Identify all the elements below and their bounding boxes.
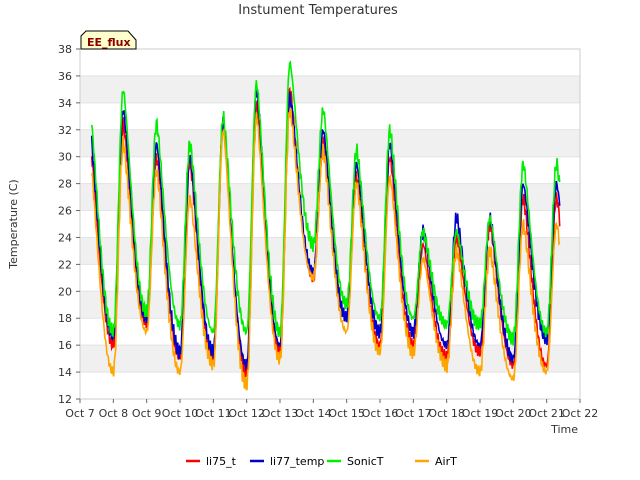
y-tick-label: 38 [58,43,72,56]
y-tick-label: 22 [58,258,72,271]
y-tick-label: 36 [58,70,72,83]
x-tick-label: Oct 13 [262,407,299,420]
plot-frame [79,48,581,400]
badge-box [80,30,137,50]
grid-band [80,75,580,103]
grid-band [80,129,580,157]
x-tick-label: Oct 17 [395,407,432,420]
legend-item-li75-t: li75_t [186,455,237,468]
x-tick-label: Oct 9 [132,407,162,420]
grid-band [80,237,580,265]
x-tick-label: Oct 11 [195,407,232,420]
legend: li75_t li77_temp SonicT AirT [186,455,457,468]
legend-label: SonicT [347,455,384,468]
y-tick-label: 28 [58,178,72,191]
x-tick-label: Oct 15 [328,407,365,420]
y-axis-title: Temperature (C) [7,179,20,269]
legend-label: li75_t [206,455,237,468]
x-tick-label: Oct 21 [528,407,565,420]
x-tick-label: Oct 18 [428,407,465,420]
x-tick-label: Oct 19 [462,407,499,420]
y-tick-label: 32 [58,124,72,137]
legend-item-airt: AirT [415,455,457,468]
x-tick-label: Oct 12 [228,407,265,420]
x-tick-label: Oct 16 [362,407,399,420]
x-tick-label: Oct 20 [495,407,532,420]
legend-item-li77-temp: li77_temp [250,455,324,468]
legend-item-sonict: SonicT [327,455,384,468]
ee-flux-badge: EE_flux [80,30,137,50]
y-axis-ticks: 12 14 16 18 20 22 24 26 28 30 32 34 36 38 [58,43,80,406]
x-tick-label: Oct 14 [295,407,332,420]
series-lines [90,60,561,391]
x-tick-label: Oct 7 [65,407,95,420]
y-tick-label: 20 [58,285,72,298]
grid-band [80,345,580,373]
grid-band [80,291,580,319]
y-tick-label: 18 [58,312,72,325]
legend-label: li77_temp [270,455,324,468]
x-axis-title: Time [550,423,578,436]
legend-label: AirT [435,455,457,468]
series-line-airt [90,107,561,391]
y-tick-label: 26 [58,205,72,218]
series-line-sonict [90,60,561,346]
x-tick-label: Oct 8 [99,407,129,420]
series-line-li77-temp [90,89,561,372]
y-tick-label: 14 [58,366,72,379]
y-tick-label: 12 [58,393,72,406]
x-tick-label: Oct 10 [162,407,199,420]
y-tick-label: 24 [58,231,72,244]
chart-title: Instument Temperatures [238,3,398,18]
badge-label: EE_flux [87,36,131,49]
y-tick-label: 34 [58,97,72,110]
x-tick-label: Oct 22 [562,407,599,420]
y-tick-label: 16 [58,339,72,352]
y-tick-label: 30 [58,151,72,164]
